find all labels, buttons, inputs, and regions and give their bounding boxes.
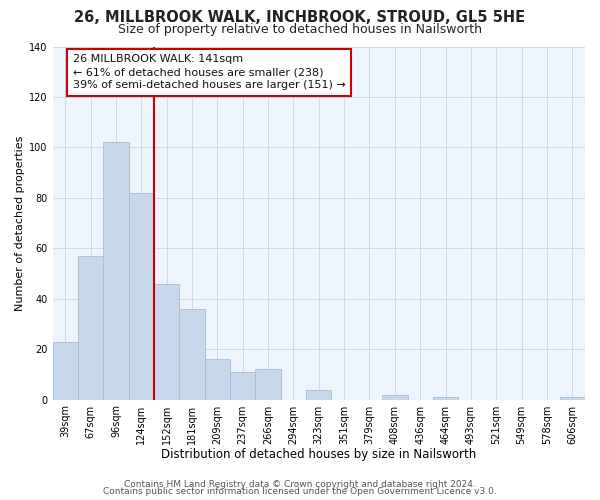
Text: Contains public sector information licensed under the Open Government Licence v3: Contains public sector information licen… — [103, 488, 497, 496]
Bar — [560, 397, 585, 400]
X-axis label: Distribution of detached houses by size in Nailsworth: Distribution of detached houses by size … — [161, 448, 476, 461]
Bar — [382, 394, 407, 400]
Bar — [78, 256, 103, 400]
Bar — [128, 193, 154, 400]
Bar — [230, 372, 256, 400]
Bar — [53, 342, 78, 400]
Bar — [154, 284, 179, 400]
Bar — [103, 142, 128, 400]
Text: Size of property relative to detached houses in Nailsworth: Size of property relative to detached ho… — [118, 22, 482, 36]
Bar — [256, 370, 281, 400]
Bar — [179, 309, 205, 400]
Bar — [433, 397, 458, 400]
Text: Contains HM Land Registry data © Crown copyright and database right 2024.: Contains HM Land Registry data © Crown c… — [124, 480, 476, 489]
Text: 26, MILLBROOK WALK, INCHBROOK, STROUD, GL5 5HE: 26, MILLBROOK WALK, INCHBROOK, STROUD, G… — [74, 10, 526, 25]
Y-axis label: Number of detached properties: Number of detached properties — [15, 136, 25, 310]
Bar — [306, 390, 331, 400]
Text: 26 MILLBROOK WALK: 141sqm
← 61% of detached houses are smaller (238)
39% of semi: 26 MILLBROOK WALK: 141sqm ← 61% of detac… — [73, 54, 346, 90]
Bar — [205, 359, 230, 400]
